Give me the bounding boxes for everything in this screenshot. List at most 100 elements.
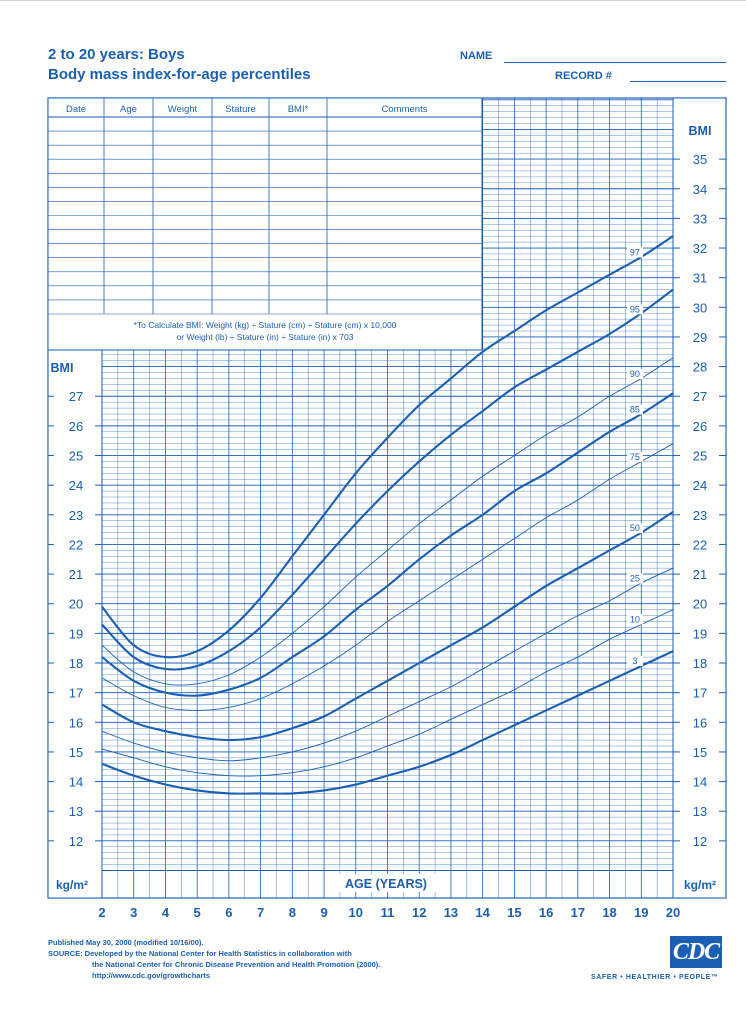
source-url[interactable]: http://www.cdc.gov/growthcharts xyxy=(92,971,211,980)
percentile-label-bg xyxy=(626,523,643,534)
percentile-curve-85 xyxy=(101,392,674,697)
percentile-curve-95 xyxy=(101,288,674,671)
unit-label-left: kg/m² xyxy=(56,878,88,892)
percentile-label-97: 97 xyxy=(630,247,640,257)
table-column-header: Age xyxy=(120,104,137,115)
source-note-cont: the National Center for Chronic Disease … xyxy=(92,960,381,969)
y-tick-right-label: 35 xyxy=(693,152,707,167)
y-tick-left-label: 21 xyxy=(69,567,83,582)
y-tick-right-label: 24 xyxy=(693,478,707,493)
percentile-curve-50 xyxy=(101,510,674,742)
y-tick-left-label: 26 xyxy=(69,419,83,434)
y-tick-left-label: 17 xyxy=(69,686,83,701)
y-tick-right-label: 27 xyxy=(693,389,707,404)
y-tick-left-label: 25 xyxy=(69,449,83,464)
bmi-formula-line2: or Weight (lb) ÷ Stature (in) ÷ Stature … xyxy=(177,332,354,342)
published-note: Published May 30, 2000 (modified 10/16/0… xyxy=(48,938,204,947)
y-tick-right-label: 34 xyxy=(693,182,707,197)
percentile-label-90: 90 xyxy=(630,369,640,379)
record-table-box xyxy=(47,97,483,351)
x-tick-label: 18 xyxy=(602,905,616,920)
record-label: RECORD # xyxy=(555,70,612,82)
y-tick-right-label: 30 xyxy=(693,300,707,315)
y-tick-right-label: 21 xyxy=(693,567,707,582)
y-tick-right-label: 20 xyxy=(693,597,707,612)
y-tick-right-label: 32 xyxy=(693,241,707,256)
x-tick-label: 9 xyxy=(320,905,327,920)
x-tick-label: 6 xyxy=(225,905,232,920)
record-table: Date Age Weight Stature BMI* Comments *To Calc… xyxy=(47,97,483,351)
x-axis-title-bg xyxy=(336,874,436,892)
percentile-curve-97 xyxy=(101,235,674,659)
percentile-label-bg xyxy=(626,655,643,666)
name-label: NAME xyxy=(460,50,493,62)
x-tick-label: 19 xyxy=(634,905,648,920)
y-tick-left-label: 20 xyxy=(69,597,83,612)
x-tick-label: 5 xyxy=(194,905,201,920)
x-tick-label: 3 xyxy=(130,905,137,920)
cdc-logo: CDC xyxy=(670,936,722,968)
y-tick-right-label: 19 xyxy=(693,626,707,641)
percentile-curve-25 xyxy=(101,567,674,762)
unit-label-right: kg/m² xyxy=(684,878,716,892)
percentile-label-50: 50 xyxy=(630,523,640,533)
percentile-label-bg xyxy=(626,573,643,584)
name-field-line[interactable] xyxy=(504,62,726,63)
table-column-header: Stature xyxy=(225,104,256,115)
percentile-label-25: 25 xyxy=(630,574,640,584)
y-tick-right-label: 25 xyxy=(693,449,707,464)
y-axis-title-right: BMI xyxy=(689,124,712,138)
x-tick-label: 12 xyxy=(412,905,426,920)
y-tick-right-label: 26 xyxy=(693,419,707,434)
y-tick-left-label: 23 xyxy=(69,508,83,523)
percentile-curve-90 xyxy=(101,357,674,686)
table-column-header: Weight xyxy=(168,104,198,115)
percentile-label-bg xyxy=(626,247,643,258)
percentile-label-bg xyxy=(626,452,643,463)
percentile-curve-10 xyxy=(101,609,674,777)
x-tick-label: 16 xyxy=(539,905,553,920)
x-tick-label: 20 xyxy=(666,905,680,920)
x-tick-label: 17 xyxy=(571,905,585,920)
y-tick-right-label: 29 xyxy=(693,330,707,345)
y-tick-left-label: 22 xyxy=(69,537,83,552)
y-tick-left-label: 27 xyxy=(69,389,83,404)
y-tick-left-label: 19 xyxy=(69,626,83,641)
x-tick-label: 8 xyxy=(289,905,296,920)
y-tick-left-label: 16 xyxy=(69,715,83,730)
percentile-label-bg xyxy=(626,369,643,380)
y-tick-right-label: 22 xyxy=(693,537,707,552)
y-tick-left-label: 14 xyxy=(69,775,83,790)
percentile-label-95: 95 xyxy=(630,304,640,314)
right-label-column xyxy=(673,98,726,898)
percentile-curve-3 xyxy=(101,650,674,795)
x-tick-label: 13 xyxy=(444,905,458,920)
percentile-label-bg xyxy=(626,404,643,415)
x-axis-title: AGE (YEARS) xyxy=(345,877,427,891)
record-field-line[interactable] xyxy=(630,81,726,82)
x-tick-label: 7 xyxy=(257,905,264,920)
percentile-label-10: 10 xyxy=(630,614,640,624)
percentile-label-75: 75 xyxy=(630,452,640,462)
percentile-label-3: 3 xyxy=(632,656,637,666)
y-tick-right-label: 17 xyxy=(693,686,707,701)
x-tick-label: 15 xyxy=(507,905,521,920)
y-tick-right-label: 33 xyxy=(693,211,707,226)
source-note: SOURCE: Developed by the National Center… xyxy=(48,949,352,958)
table-column-header: BMI* xyxy=(288,104,309,115)
x-tick-label: 2 xyxy=(98,905,105,920)
y-tick-left-label: 15 xyxy=(69,745,83,760)
bmi-formula-line1: *To Calculate BMI: Weight (kg) ÷ Stature… xyxy=(134,320,397,330)
y-tick-left-label: 12 xyxy=(69,834,83,849)
y-tick-right-label: 18 xyxy=(693,656,707,671)
x-tick-label: 11 xyxy=(381,905,395,920)
top-rule xyxy=(0,0,746,1)
percentile-curve-75 xyxy=(101,443,674,711)
y-axis-title-left: BMI xyxy=(51,361,74,375)
y-tick-right-label: 12 xyxy=(693,834,707,849)
y-tick-right-label: 23 xyxy=(693,508,707,523)
x-tick-label: 4 xyxy=(162,905,170,920)
left-label-column xyxy=(48,350,102,898)
percentile-curves: 97 95 90 85 75 50 25 10 3 xyxy=(101,235,674,795)
y-tick-right-label: 16 xyxy=(693,715,707,730)
